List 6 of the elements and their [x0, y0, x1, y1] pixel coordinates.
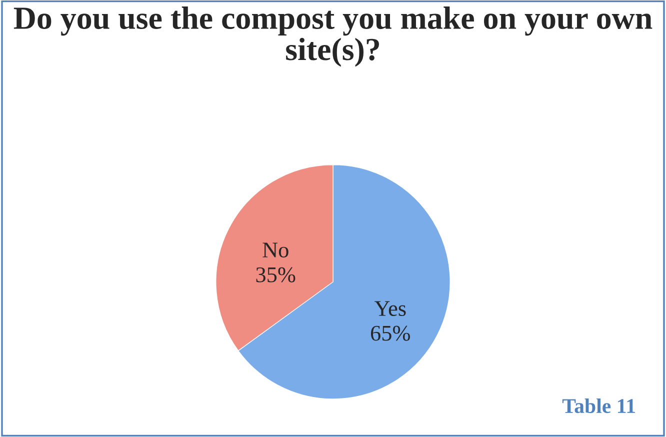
caption: Table 11: [562, 398, 635, 414]
slice-label: Yes: [374, 301, 406, 316]
chart-title: Do you use the compost you make on your own site(s)?: [14, 6, 652, 67]
slice-label: No: [262, 242, 288, 258]
data-label: 65%: [370, 326, 410, 341]
data-label: 35%: [256, 267, 296, 282]
